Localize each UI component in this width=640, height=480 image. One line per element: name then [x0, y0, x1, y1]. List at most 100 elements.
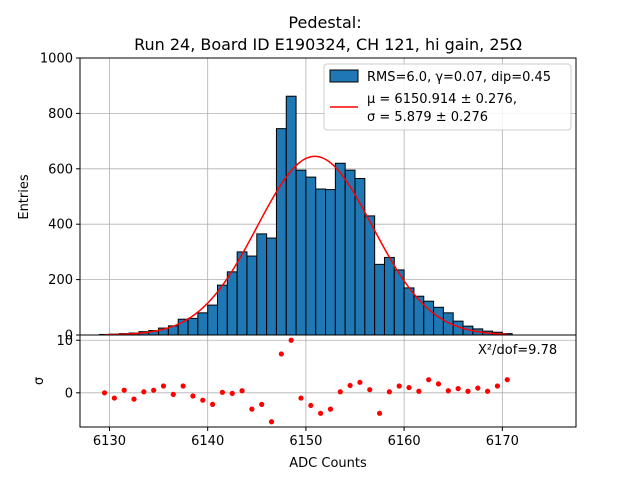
legend: RMS=6.0, γ=0.07, dip=0.45 μ = 6150.914 ±…: [323, 63, 572, 131]
y-tick-label: 200: [48, 273, 73, 288]
residual-point: [141, 389, 147, 395]
residual-point: [504, 377, 510, 383]
residual-plot-area: [80, 335, 576, 427]
residual-point: [268, 419, 275, 425]
x-tick-label: 6140: [191, 434, 224, 449]
histogram-bar: [315, 188, 327, 336]
histogram-bar: [187, 317, 199, 336]
histogram-bar: [295, 169, 307, 336]
histogram-bar: [207, 304, 219, 336]
residual-point: [200, 397, 206, 403]
residual-point: [288, 337, 294, 343]
y-tick-label: 1000: [40, 52, 73, 67]
residual-point: [465, 388, 471, 394]
residual-panel: 0 10 6130 6140 6150 6160 6170 X²/dof=9.78 σ A…: [32, 334, 577, 471]
gaussian-fit-curve: [104, 155, 508, 336]
residual-y-tick-label: 0: [65, 386, 73, 401]
x-tick-label: 6170: [486, 434, 519, 449]
residual-y-axis-label: σ: [32, 377, 47, 385]
residual-point: [239, 388, 245, 394]
residual-point: [347, 382, 353, 389]
x-tick-label: 6130: [93, 434, 126, 449]
histogram-bar: [236, 251, 248, 336]
residual-point: [367, 387, 373, 393]
residual-point: [190, 393, 196, 399]
legend-fit-label-mu: μ = 6150.914 ± 0.276,: [367, 92, 517, 107]
x-axis-label: ADC Counts: [289, 456, 367, 471]
residual-point: [485, 388, 491, 394]
residual-point: [101, 390, 108, 396]
residual-point: [396, 383, 402, 389]
residual-point: [357, 379, 363, 385]
histogram-bar: [226, 271, 238, 336]
residual-point: [249, 406, 255, 412]
y-tick-label: 600: [48, 162, 73, 177]
residual-point: [180, 383, 186, 389]
histogram-bar: [256, 233, 268, 336]
residual-point: [337, 389, 343, 395]
histogram-bar: [285, 95, 297, 336]
chi2-annotation: X²/dof=9.78: [478, 343, 557, 358]
legend-fit-label-sigma: σ = 5.879 ± 0.276: [367, 110, 488, 125]
histogram-bar: [325, 189, 336, 336]
histogram-bar: [374, 263, 385, 336]
residual-points: [101, 337, 510, 425]
legend-hist-swatch: [329, 69, 359, 83]
residual-point: [406, 384, 412, 391]
residual-point: [259, 401, 265, 407]
histogram-bar: [433, 306, 444, 336]
y-tick-label: 400: [48, 218, 73, 233]
residual-point: [121, 387, 127, 393]
y-tick-label: 0: [65, 329, 73, 344]
histogram-bar: [364, 215, 376, 336]
x-tick-label: 6150: [289, 434, 322, 449]
residual-point: [131, 396, 137, 402]
residual-point: [229, 390, 235, 396]
x-ticks: 6130 6140 6150 6160 6170: [93, 427, 519, 449]
residual-point: [416, 388, 422, 394]
residual-point: [151, 387, 157, 393]
histogram-bar: [383, 256, 395, 336]
histogram-bar: [266, 237, 277, 336]
legend-hist-label: RMS=6.0, γ=0.07, dip=0.45: [367, 70, 551, 85]
histogram-bar: [246, 255, 258, 336]
histogram-bar: [275, 128, 287, 336]
residual-point: [445, 388, 451, 394]
histogram-bar: [305, 176, 317, 336]
residual-point: [376, 410, 383, 416]
residual-point: [426, 377, 432, 383]
residual-point: [298, 395, 304, 401]
residual-point: [435, 381, 442, 387]
y-axis-label: Entries: [17, 174, 32, 220]
histogram-bar: [403, 287, 415, 336]
residual-point: [475, 385, 481, 391]
residual-y-tick-label: 10: [56, 334, 73, 349]
histogram-bar: [217, 284, 228, 336]
histogram-bar: [334, 162, 346, 336]
residual-point: [278, 351, 284, 357]
residual-point: [219, 389, 226, 395]
residual-point: [209, 401, 216, 407]
residual-frame: [79, 334, 577, 428]
x-tick-label: 6160: [388, 434, 421, 449]
residual-point: [327, 406, 334, 412]
legend-box: [323, 63, 572, 131]
histogram-bar: [344, 169, 356, 336]
residual-point: [494, 383, 501, 389]
residual-point: [170, 391, 176, 398]
y-tick-label: 800: [48, 107, 73, 122]
chart-subtitle: Run 24, Board ID E190324, CH 121, hi gai…: [134, 35, 522, 54]
residual-point: [160, 383, 167, 389]
chart-title: Pedestal:: [288, 13, 361, 32]
histogram-bar: [413, 295, 425, 336]
residual-point: [386, 389, 392, 395]
histogram-y-ticks: 0 200 400 600 800 1000: [40, 52, 80, 344]
residual-point: [455, 386, 461, 392]
residual-grid: [80, 335, 576, 427]
residual-y-ticks: 0 10: [56, 334, 80, 401]
residual-point: [111, 395, 117, 401]
histogram-bar: [197, 312, 209, 336]
residual-point: [318, 410, 324, 416]
residual-point: [308, 402, 314, 409]
